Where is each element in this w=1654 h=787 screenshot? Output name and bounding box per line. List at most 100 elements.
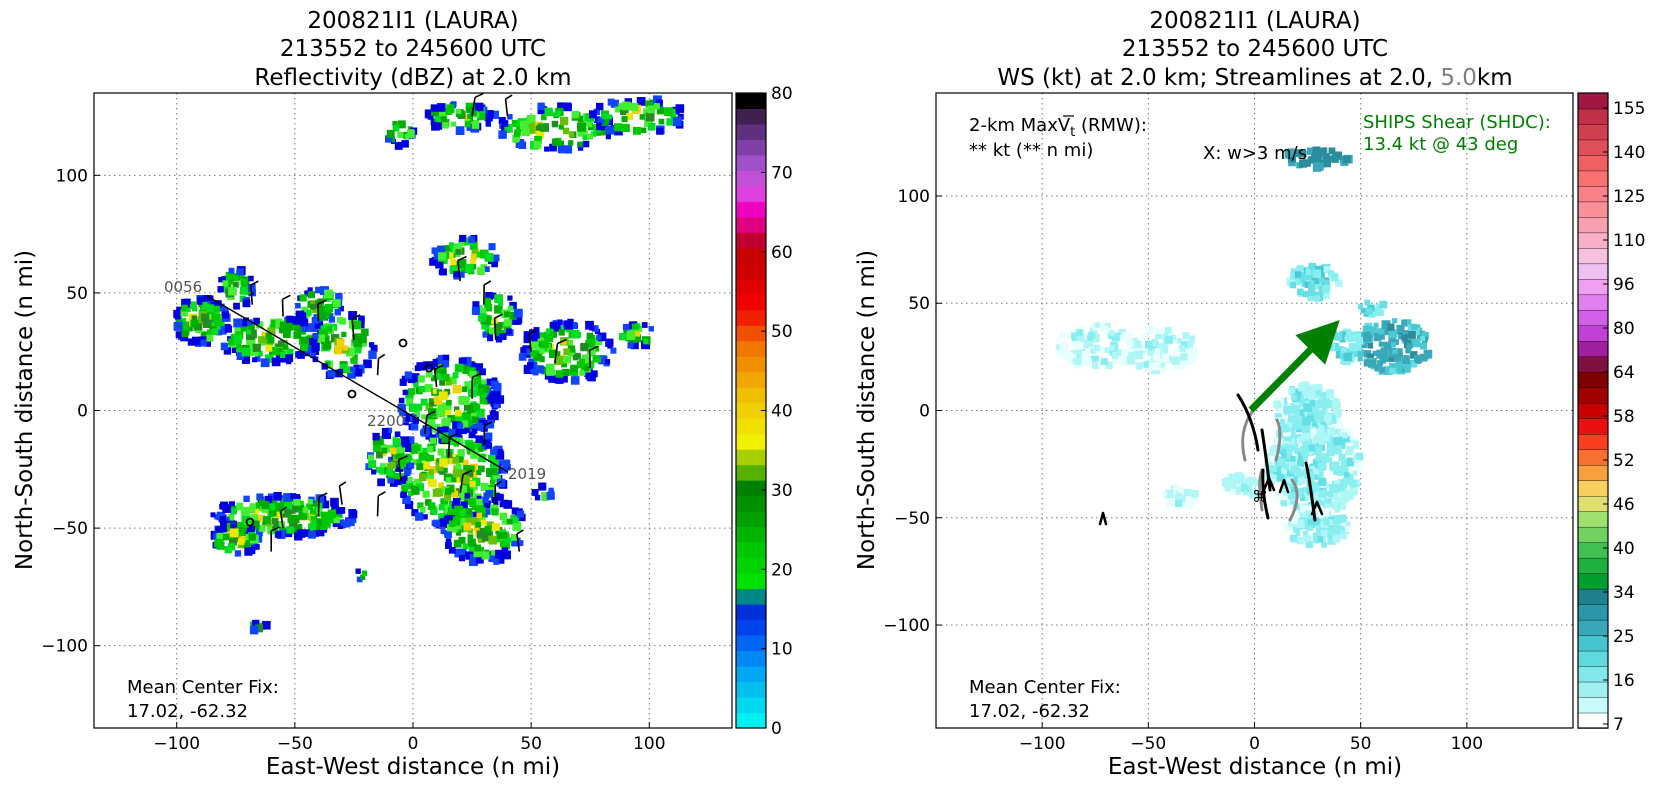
reflectivity-cell — [302, 529, 310, 537]
windspeed-cell — [1294, 509, 1304, 518]
wind-barb — [483, 280, 492, 305]
left-center-fix-label: Mean Center Fix: — [127, 677, 279, 698]
reflectivity-cell — [206, 329, 212, 335]
colorbar-label: 16 — [1613, 671, 1635, 691]
windspeed-cell — [1294, 406, 1300, 412]
reflectivity-cell — [181, 330, 189, 338]
reflectivity-cell — [491, 508, 499, 516]
reflectivity-cell — [218, 276, 224, 283]
reflectivity-cell — [358, 321, 365, 329]
windspeed-cell — [1362, 332, 1371, 341]
windspeed-cell — [1170, 498, 1177, 505]
streamline-5km — [1288, 478, 1299, 522]
windspeed-cell — [1329, 484, 1338, 493]
reflectivity-cell — [442, 426, 449, 433]
reflectivity-cell — [204, 295, 214, 305]
reflectivity-cell — [502, 459, 511, 468]
reflectivity-cell — [460, 413, 468, 420]
windspeed-cell — [1401, 319, 1407, 326]
windspeed-cell — [1367, 343, 1374, 349]
windspeed-cell — [1396, 324, 1405, 333]
reflectivity-cell — [215, 526, 223, 534]
windspeed-cell — [1296, 265, 1304, 273]
reflectivity-cell — [495, 323, 502, 330]
reflectivity-cell — [312, 307, 318, 314]
reflectivity-cell — [219, 516, 227, 523]
reflectivity-cell — [422, 514, 428, 520]
y-tick-label: −100 — [883, 616, 930, 636]
windspeed-cell — [1349, 486, 1358, 496]
reflectivity-cell — [498, 130, 507, 139]
reflectivity-cell — [394, 431, 401, 438]
wind-barb — [376, 491, 386, 517]
reflectivity-cell — [557, 102, 564, 109]
reflectivity-cell — [462, 356, 472, 366]
colorbar-swatch — [736, 464, 766, 481]
reflectivity-cell — [489, 327, 496, 335]
colorbar-swatch — [736, 139, 766, 156]
reflectivity-cell — [449, 265, 459, 275]
reflectivity-cell — [585, 373, 592, 380]
windspeed-cell — [1067, 354, 1077, 364]
reflectivity-cell — [311, 317, 319, 324]
reflectivity-cell — [334, 309, 342, 316]
reflectivity-cell — [605, 338, 614, 347]
reflectivity-cell — [646, 100, 654, 108]
left-center-fix-value: 17.02, -62.32 — [127, 701, 248, 722]
reflectivity-cell — [592, 325, 599, 332]
windspeed-cell — [1324, 503, 1330, 509]
reflectivity-cell — [437, 448, 445, 456]
reflectivity-cell — [261, 501, 270, 510]
windspeed-cell — [1281, 500, 1288, 507]
reflectivity-cell — [582, 134, 589, 141]
windspeed-cell — [1308, 444, 1316, 452]
reflectivity-cell — [247, 283, 256, 292]
reflectivity-cell — [326, 326, 333, 333]
reflectivity-cell — [233, 318, 243, 328]
windspeed-cell — [1281, 485, 1290, 494]
windspeed-cell — [1409, 351, 1418, 359]
windspeed-cell — [1381, 320, 1391, 330]
colorbar-swatch — [1577, 294, 1609, 311]
reflectivity-cell — [653, 103, 660, 110]
reflectivity-cell — [634, 331, 641, 337]
reflectivity-cell — [283, 330, 291, 339]
reflectivity-cell — [554, 110, 561, 118]
windspeed-cell — [1148, 362, 1157, 371]
reflectivity-cell — [252, 343, 261, 352]
reflectivity-cell — [191, 315, 198, 321]
reflectivity-cell — [315, 300, 323, 309]
reflectivity-cell — [407, 490, 414, 497]
reflectivity-cell — [539, 332, 548, 341]
windspeed-cell — [1175, 499, 1183, 508]
reflectivity-cell — [596, 122, 602, 128]
reflectivity-cell — [648, 326, 654, 332]
reflectivity-cell — [431, 423, 441, 433]
reflectivity-cell — [483, 432, 493, 442]
reflectivity-cell — [491, 409, 497, 415]
reflectivity-cell — [237, 538, 245, 545]
windspeed-cell — [1364, 299, 1371, 306]
windspeed-cell — [1238, 476, 1248, 486]
reflectivity-cell — [480, 507, 486, 513]
wind-barb — [504, 94, 513, 117]
windspeed-cell — [1323, 265, 1331, 273]
windspeed-cell — [1299, 470, 1307, 477]
reflectivity-cell — [538, 482, 547, 491]
colorbar-label: 80 — [771, 84, 793, 104]
reflectivity-cell — [248, 324, 255, 332]
windspeed-cell — [1375, 303, 1382, 310]
reflectivity-cell — [453, 271, 460, 278]
windspeed-cell — [1304, 281, 1312, 288]
reflectivity-cell — [525, 117, 532, 124]
reflectivity-cell — [384, 135, 393, 143]
reflectivity-cell — [301, 323, 311, 333]
windspeed-cell — [1326, 457, 1333, 463]
colorbar-label: 64 — [1613, 363, 1635, 383]
colorbar-swatch — [1577, 278, 1609, 296]
colorbar-swatch — [1577, 650, 1609, 667]
reflectivity-cell — [563, 357, 570, 363]
y-tick-label: −50 — [894, 509, 930, 529]
windspeed-cell — [1307, 295, 1314, 302]
